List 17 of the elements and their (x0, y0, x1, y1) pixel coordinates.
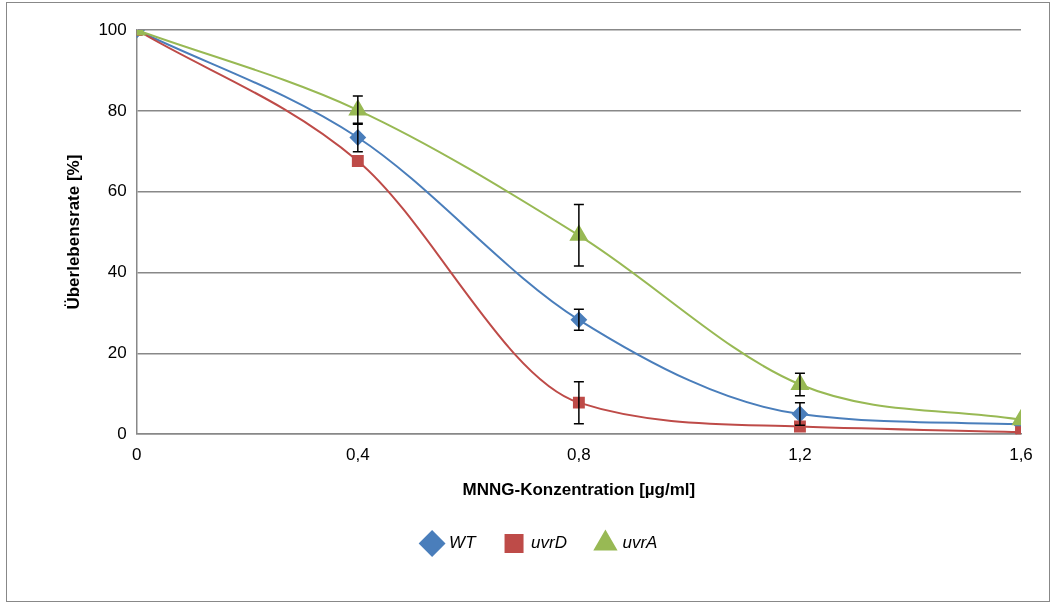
y-tick-label: 100 (98, 19, 127, 39)
x-tick-label: 0,8 (567, 445, 591, 465)
legend-label: uvrA (622, 533, 658, 553)
y-axis-title: Überlebensrate [%] (63, 154, 83, 310)
legend-label: uvrD (531, 533, 567, 553)
y-tick-label: 20 (107, 343, 127, 363)
y-tick-label: 40 (107, 262, 127, 282)
x-tick-label: 1,2 (788, 445, 812, 465)
point (351, 155, 364, 167)
x-axis-title: MNNG-Konzentration [µg/ml] (462, 480, 696, 500)
x-tick-label: 0,4 (346, 445, 370, 465)
y-tick-label: 80 (107, 100, 127, 120)
legend-label: WT (449, 533, 478, 553)
y-tick-label: 60 (107, 181, 127, 201)
x-tick-label: 1,6 (1009, 445, 1033, 465)
x-tick-label: 0 (132, 445, 142, 465)
y-tick-label: 0 (117, 423, 127, 443)
